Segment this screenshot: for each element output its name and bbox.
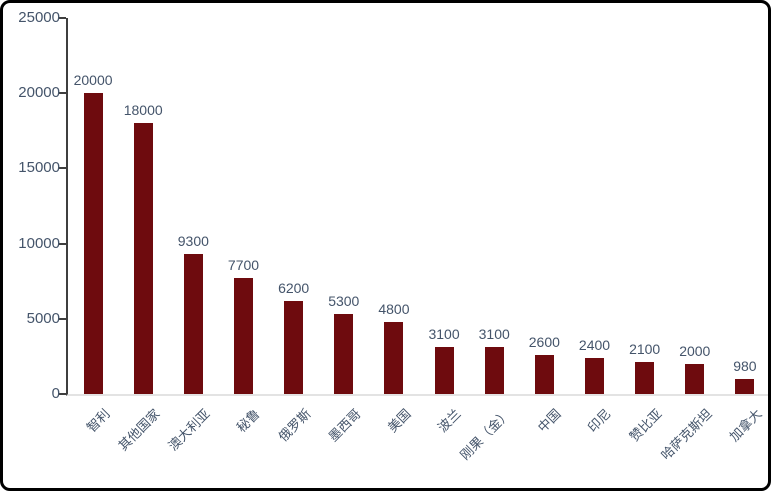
bar <box>133 123 153 394</box>
y-tick-label: 0 <box>51 385 60 402</box>
x-category-label: 美国 <box>384 406 414 436</box>
y-tick-label: 5000 <box>26 309 60 327</box>
bar-value-label: 2000 <box>679 342 711 359</box>
bar <box>434 347 454 394</box>
bar-value-label: 980 <box>733 358 757 375</box>
bar <box>585 357 604 394</box>
bar-value-label: 4800 <box>378 300 410 317</box>
x-category-label: 俄罗斯 <box>275 406 314 445</box>
x-category-label: 刚果（金） <box>457 406 514 463</box>
x-category-label: 其他国家 <box>115 406 163 454</box>
x-category-label: 中国 <box>535 406 565 436</box>
y-tick-mark <box>59 92 66 95</box>
bar-value-label: 3100 <box>478 326 510 343</box>
x-category-label: 印尼 <box>585 406 615 436</box>
bar-value-label: 2400 <box>578 336 611 353</box>
y-tick-label: 10000 <box>18 234 60 252</box>
y-tick-mark <box>59 393 66 395</box>
bar <box>284 300 304 394</box>
bar <box>83 93 103 394</box>
bar-value-label: 7700 <box>227 257 260 274</box>
x-category-label: 赞比亚 <box>626 406 665 445</box>
bar <box>384 321 404 394</box>
bar <box>334 314 354 394</box>
bar-value-label: 2600 <box>528 333 560 350</box>
x-category-label: 智利 <box>83 406 113 436</box>
bar-value-label: 5300 <box>328 293 360 310</box>
y-tick-mark <box>59 317 66 320</box>
bar-value-label: 9300 <box>177 233 209 250</box>
bar <box>635 362 655 394</box>
bar-value-label: 6200 <box>278 279 310 296</box>
bar-value-label: 3100 <box>428 326 460 343</box>
bar <box>735 379 755 394</box>
y-tick-label: 25000 <box>18 9 60 26</box>
x-category-label: 哈萨克斯坦 <box>657 406 715 463</box>
bar <box>685 363 705 394</box>
y-tick-mark <box>59 242 66 245</box>
bar <box>183 254 203 394</box>
bar-value-label: 18000 <box>123 102 163 119</box>
x-category-label: 波兰 <box>434 406 464 436</box>
bar <box>534 354 554 394</box>
x-category-label: 澳大利亚 <box>165 406 214 454</box>
bar-value-label: 2100 <box>629 341 661 358</box>
y-tick-label: 15000 <box>18 159 60 177</box>
bar-value-label: 20000 <box>73 72 113 89</box>
bar <box>484 347 504 394</box>
plot-area: 0 5000 10000 15000 20000 25000 20000 18000 9300… <box>18 9 768 463</box>
bar <box>234 278 253 394</box>
y-tick-label: 20000 <box>18 84 60 102</box>
x-category-label: 秘鲁 <box>234 406 264 436</box>
y-tick-mark <box>59 17 66 19</box>
x-category-label: 墨西哥 <box>325 406 364 445</box>
x-category-label: 加拿大 <box>726 406 765 445</box>
y-tick-mark <box>59 167 66 170</box>
